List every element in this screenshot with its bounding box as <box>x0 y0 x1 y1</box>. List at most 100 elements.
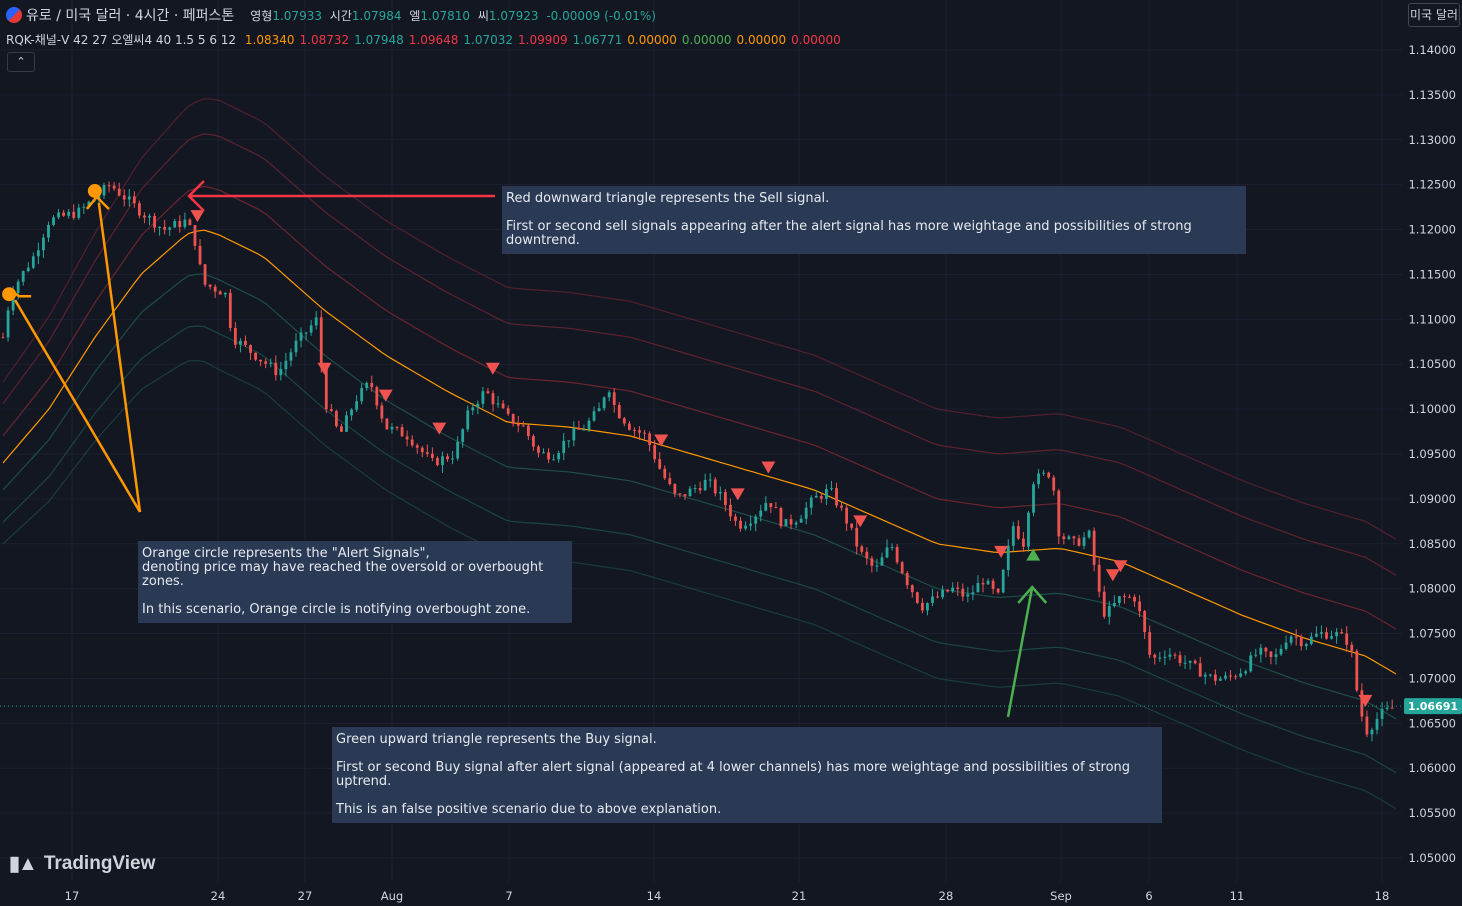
candle-body <box>607 392 611 398</box>
candle-body <box>1 337 5 339</box>
candle-body <box>734 516 737 521</box>
candle-body <box>1330 636 1333 639</box>
candle-body <box>825 489 828 499</box>
candle-body <box>476 403 480 408</box>
candle-body <box>936 596 939 598</box>
candle-body <box>269 362 273 364</box>
candle-body <box>516 423 520 426</box>
alert-arrow-line <box>14 299 142 513</box>
candle-body <box>183 219 187 227</box>
buy-note: Green upward triangle represents the Buy… <box>332 727 1162 823</box>
time-tick-label: 21 <box>792 889 807 903</box>
sell-signal-triangle <box>994 545 1009 558</box>
time-tick-label: Aug <box>381 889 403 903</box>
candle-body <box>951 587 955 592</box>
candle-body <box>961 588 965 597</box>
candle-body <box>1143 611 1147 633</box>
price-tick-label: 1.11500 <box>1408 267 1456 281</box>
indicator-name[interactable]: RQK-채널-V 42 27 오엘씨4 40 1.5 5 6 12 <box>6 33 237 47</box>
annotation-arrows <box>12 180 1048 718</box>
candle-body <box>1365 716 1369 735</box>
candle-body <box>1123 596 1126 598</box>
candle-body <box>597 408 601 412</box>
candle-body <box>1168 654 1172 657</box>
candle-body <box>1304 643 1308 647</box>
time-axis[interactable]: 17 24 27 Aug 7 14 21 28 Sep 6 11 18 <box>0 882 1462 906</box>
indicator-values: 1.08340 1.08732 1.07948 1.09648 1.07032 1.099… <box>245 33 846 47</box>
price-tick-label: 1.05500 <box>1408 806 1456 820</box>
candle-body <box>537 446 540 453</box>
candle-body <box>47 225 50 238</box>
candle-body <box>638 430 641 433</box>
candle-body <box>304 332 308 334</box>
candle-body <box>1345 633 1349 645</box>
candle-body <box>436 457 439 466</box>
candle-body <box>309 325 313 333</box>
candle-body <box>26 267 30 272</box>
candle-body <box>1274 654 1278 658</box>
buy-note-line-2: First or second Buy signal after alert s… <box>336 760 1131 789</box>
candle-body <box>441 456 444 466</box>
low-value: 1.07810 <box>420 8 471 23</box>
candle-body <box>274 362 278 376</box>
candle-body <box>729 504 732 517</box>
candle-body <box>1380 708 1384 719</box>
buy-arrow-head <box>1017 585 1048 604</box>
candle-body <box>148 215 151 218</box>
chevron-up-icon[interactable]: ⌃ <box>7 52 35 72</box>
candle-body <box>213 286 217 292</box>
candle-body <box>895 546 899 563</box>
candle-body <box>1188 660 1192 663</box>
symbol-title[interactable]: 유로 / 미국 달러 · 4시간 · 페퍼스톤 <box>26 8 235 24</box>
indicator-value: 0.00000 <box>627 33 677 47</box>
candle-body <box>239 340 242 345</box>
open-label: 영형 <box>250 8 273 23</box>
candle-body <box>107 185 111 187</box>
sell-signal-triangle <box>654 434 669 447</box>
candle-body <box>567 440 571 442</box>
candle-body <box>1203 674 1207 677</box>
candle-body <box>400 427 404 437</box>
candle-body <box>617 404 621 419</box>
candle-body <box>855 527 859 547</box>
candle-body <box>1375 718 1379 730</box>
candle-body <box>643 432 646 434</box>
candle-body <box>122 195 126 200</box>
indicator-value: 1.07948 <box>354 33 404 47</box>
candle-body <box>446 456 449 460</box>
candle-body <box>708 479 712 481</box>
candle-body <box>1173 654 1177 656</box>
indicator-legend[interactable]: RQK-채널-V 42 27 오엘씨4 40 1.5 5 6 12 1.0834… <box>6 31 851 48</box>
candle-body <box>415 445 419 448</box>
time-tick-label: 6 <box>1145 889 1152 903</box>
open-value: 1.07933 <box>272 8 322 23</box>
candle-body <box>52 217 55 226</box>
price-tick-label: 1.13000 <box>1408 133 1456 147</box>
candle-body <box>1183 662 1187 664</box>
tradingview-logo[interactable]: ▮▲ TradingView <box>9 851 155 876</box>
candle-body <box>769 503 773 508</box>
candle-body <box>6 310 10 338</box>
price-tick-label: 1.07000 <box>1408 671 1456 685</box>
candle-body <box>1011 526 1015 546</box>
candle-body <box>461 429 465 442</box>
candle-body <box>466 410 470 430</box>
price-tick-label: 1.12000 <box>1408 223 1456 237</box>
currency-button[interactable]: 미국 달러 <box>1408 3 1460 27</box>
price-axis[interactable]: 1.14000 1.13500 1.13000 1.12500 1.12000 1.115… <box>1402 0 1462 906</box>
candle-body <box>1042 472 1046 474</box>
candle-body <box>521 425 525 427</box>
candle-body <box>1229 675 1232 677</box>
close-value: 1.07923 <box>488 8 539 23</box>
alert-signal-circle <box>2 287 17 302</box>
candle-body <box>1198 663 1202 677</box>
indicator-value: 1.09648 <box>408 33 459 47</box>
price-tick-label: 1.11000 <box>1408 312 1456 326</box>
price-tick-label: 1.14000 <box>1408 43 1456 57</box>
candle-body <box>1062 536 1066 540</box>
indicator-value: 0.00000 <box>791 33 841 47</box>
candle-body <box>82 206 86 208</box>
candle-body <box>254 352 257 360</box>
candle-body <box>1032 484 1035 513</box>
candle-body <box>759 510 763 517</box>
